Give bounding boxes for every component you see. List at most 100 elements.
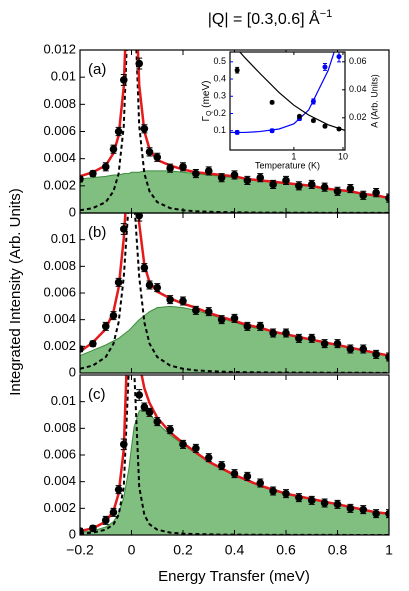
data-point: [372, 350, 380, 359]
data-point: [333, 500, 342, 509]
data-point: [89, 339, 97, 348]
y-tick-label: 0.006: [43, 123, 76, 138]
data-point: [385, 194, 389, 202]
data-point: [179, 297, 187, 305]
data-point: [119, 440, 128, 449]
fit-line: [230, 52, 335, 134]
error-bar: [386, 352, 389, 362]
data-point: [269, 128, 275, 134]
data-point: [336, 126, 342, 132]
data-point: [192, 306, 200, 315]
data-point: [256, 479, 265, 487]
data-point: [282, 329, 290, 337]
data-point: [359, 345, 368, 353]
data-point: [135, 391, 144, 399]
x-tick-label: 0.6: [276, 542, 296, 558]
data-point: [243, 472, 252, 481]
x-axis-label: Energy Transfer (meV): [158, 568, 310, 585]
data-point: [269, 99, 275, 105]
data-point: [333, 339, 342, 348]
y-tick-label: 0.002: [43, 177, 76, 192]
data-point: [295, 493, 303, 502]
inset-y-label: ΓQ (meV): [201, 81, 213, 122]
data-point: [295, 182, 303, 190]
x-tick-label: −0.2: [66, 542, 94, 558]
inset-y2-label: A (Arb. Units): [369, 74, 379, 128]
y-tick-label: 0.008: [43, 420, 76, 435]
y2-tick-label: 0.02: [349, 112, 367, 122]
x-tick-label: 1: [385, 542, 393, 558]
data-point: [234, 129, 240, 135]
title-text: |Q| = [0.3,0.6] Å: [208, 9, 320, 28]
data-point: [269, 180, 277, 189]
data-point: [166, 295, 174, 304]
data-point: [153, 417, 162, 426]
data-point: [217, 315, 226, 324]
label-gamma: Γ: [201, 115, 212, 121]
data-point: [166, 164, 174, 172]
data-point: [145, 281, 154, 289]
data-point: [217, 173, 226, 182]
y2-tick-label: 0.06: [349, 56, 367, 66]
x-tick-label: 1: [291, 151, 296, 161]
data-point: [153, 283, 162, 292]
data-point: [179, 163, 187, 171]
data-point: [135, 213, 144, 220]
data-point: [333, 187, 342, 196]
y-tick-label: 0.004: [43, 311, 76, 326]
data-point: [322, 64, 328, 70]
data-point: [192, 444, 200, 453]
data-point: [204, 307, 213, 316]
data-point: [336, 54, 342, 60]
data-point: [114, 127, 123, 136]
label-subscript: Q: [206, 110, 213, 116]
data-point: [307, 180, 316, 189]
y-tick-label: 0.006: [43, 446, 76, 461]
y-tick-label: 0.01: [51, 393, 76, 408]
data-point: [140, 403, 149, 411]
data-point: [192, 169, 200, 178]
data-point: [80, 175, 84, 183]
data-point: [243, 322, 252, 331]
error-bar: [386, 509, 389, 519]
error-bar: [386, 193, 389, 203]
x-tick-label: 0.8: [328, 542, 348, 558]
y-tick-label: 0.01: [51, 69, 76, 84]
data-point: [89, 524, 97, 533]
data-point: [256, 173, 265, 182]
data-point: [179, 440, 187, 449]
data-point: [145, 148, 154, 156]
data-point: [310, 118, 316, 124]
plot-area: [80, 213, 389, 373]
data-point: [80, 345, 84, 353]
data-point: [119, 225, 128, 233]
inset-background: [230, 52, 345, 150]
x-tick-label: 0.4: [225, 542, 245, 558]
data-point: [101, 322, 110, 331]
x-tick-label: 0.2: [173, 542, 193, 558]
data-point: [372, 509, 380, 518]
y-tick-label: 0.4: [213, 73, 226, 83]
data-point: [114, 485, 123, 494]
data-point: [114, 278, 123, 287]
plot-frame: [229, 51, 346, 151]
data-point: [310, 98, 316, 104]
y-tick-label: 0.2: [213, 108, 226, 118]
y-tick-label: 0.004: [43, 150, 76, 165]
data-point: [230, 171, 239, 179]
y-tick-label: 0.008: [43, 258, 76, 273]
data-point: [346, 504, 355, 513]
y-tick-label: 0.004: [43, 473, 76, 488]
y-tick-label: 0.1: [213, 125, 226, 135]
data-point: [140, 124, 149, 133]
data-point: [295, 334, 303, 343]
data-point: [135, 59, 144, 68]
data-point: [80, 527, 84, 535]
label-unit: (meV): [201, 81, 212, 111]
data-point: [234, 67, 240, 73]
y-axis-label: Integrated Intensity (Arb. Units): [7, 188, 24, 396]
data-point: [230, 469, 239, 478]
inset-x-label: Temperature (K): [255, 160, 320, 170]
y-tick-label: 0: [69, 364, 76, 379]
